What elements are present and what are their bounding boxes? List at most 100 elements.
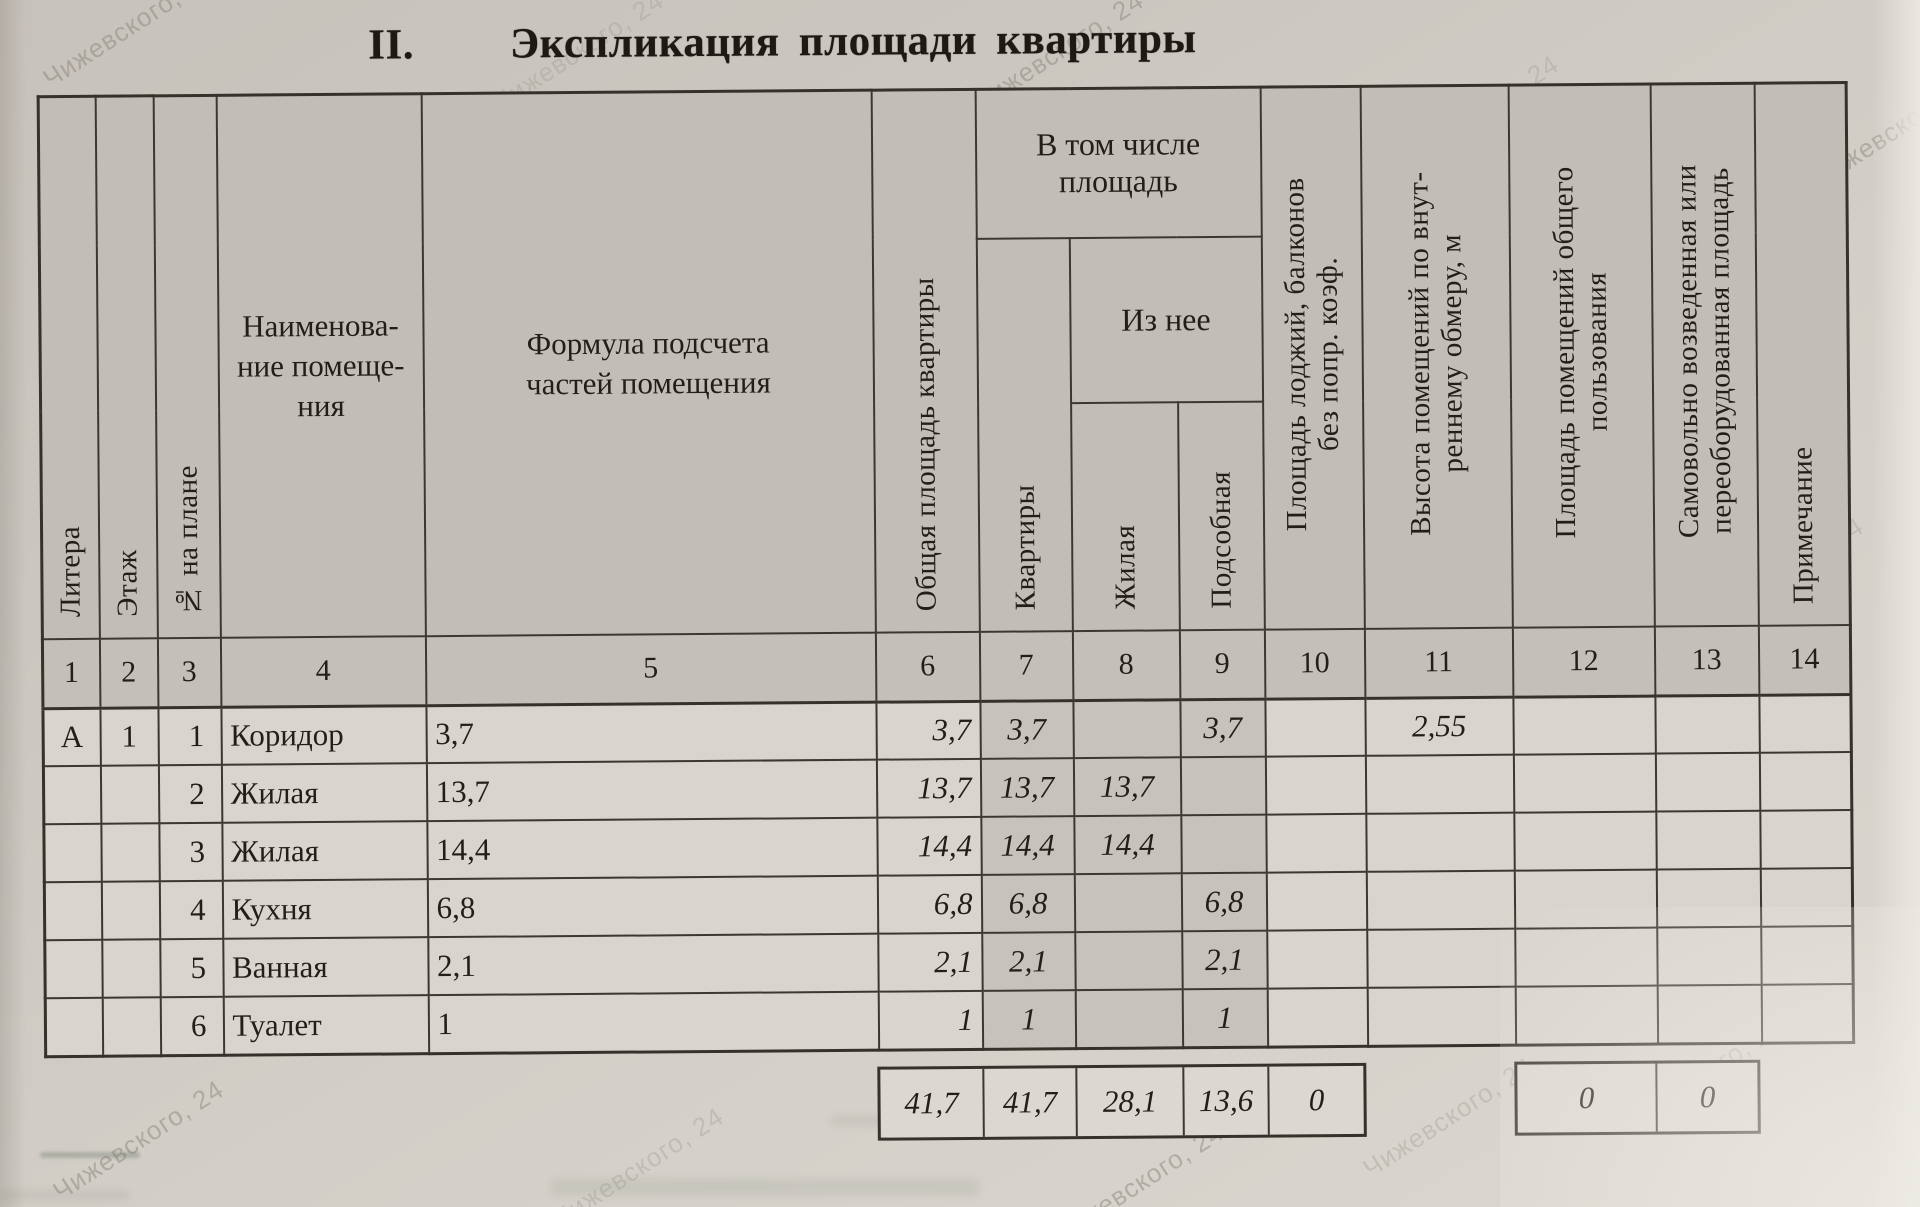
cell-litera: [44, 939, 103, 999]
cell-podsobnaya: [1180, 756, 1266, 816]
header-lodzhii-label: Площадь лоджий, балконов без попр. коэф.: [1278, 176, 1345, 532]
cell-kvartiry: 2,1: [981, 932, 1076, 991]
column-number: 13: [1654, 625, 1759, 696]
total-area: 41,7: [880, 1068, 985, 1138]
column-number: 2: [99, 637, 158, 708]
cell-total-area: 13,7: [876, 758, 981, 818]
header-lodzhii: Площадь лоджий, балконов без попр. коэф.: [1260, 86, 1365, 630]
cell-litera: [43, 765, 101, 825]
header-v-tom-chisle: В том числе площадь: [975, 87, 1262, 239]
cell-formula: 14,4: [426, 817, 878, 880]
cell-kvartiry: 1: [982, 990, 1076, 1049]
total-podsobnaya: 13,6: [1184, 1066, 1270, 1136]
cell-vysota: [1365, 812, 1515, 872]
cell-samovolno: [1654, 694, 1760, 754]
cell-vysota: [1366, 870, 1515, 930]
cell-kvartiry: 14,4: [980, 816, 1075, 875]
cell-plan-number: 6: [160, 996, 224, 1056]
cell-total-area: 6,8: [877, 874, 982, 934]
cell-lodzhii: [1266, 871, 1367, 931]
cell-obshchego: [1513, 753, 1656, 813]
cell-litera: [44, 881, 102, 941]
cell-podsobnaya: 1: [1182, 988, 1268, 1048]
cell-kvartiry: 13,7: [980, 758, 1074, 817]
header-podsobnaya: Подсобная: [1177, 401, 1265, 630]
bleed-through-mark: [0, 1190, 130, 1200]
page-title: Экспликация площади квартиры: [509, 15, 1197, 68]
column-number: 1: [42, 638, 100, 709]
cell-zhilaya: [1074, 873, 1182, 933]
header-obshchego-polzovaniya: Площадь помещений общего пользования: [1508, 84, 1655, 628]
cell-lodzhii: [1265, 813, 1367, 873]
header-etazh: Этаж: [95, 95, 158, 639]
cell-vysota: 2,55: [1364, 696, 1514, 756]
cell-room-name: Жилая: [221, 763, 427, 823]
left-edge-shadow: [0, 0, 26, 1207]
cell-plan-number: 1: [157, 706, 222, 766]
cell-plan-number: 4: [159, 880, 223, 940]
section-number: II.: [368, 21, 415, 69]
header-num-na-plane-label: № на плане: [171, 465, 205, 617]
cell-lodzhii: [1264, 697, 1366, 757]
cell-etazh: [101, 881, 160, 940]
column-number: 7: [979, 630, 1073, 701]
header-kvartiry-label: Квартиры: [1008, 484, 1042, 611]
column-number: 14: [1758, 624, 1851, 695]
bleed-through-mark: [40, 1152, 140, 1158]
cell-kvartiry: 6,8: [981, 874, 1075, 933]
totals-box-areas: 41,7 41,7 28,1 13,6 0: [877, 1062, 1367, 1141]
cell-room-name: Ванная: [222, 937, 429, 997]
cell-zhilaya: [1074, 931, 1183, 991]
cell-zhilaya: 14,4: [1073, 815, 1182, 875]
column-number: 5: [425, 632, 876, 706]
cell-etazh: [100, 765, 159, 824]
header-litera: Литера: [38, 96, 100, 639]
header-vysota: Высота помещений по внут- реннему обмеру…: [1360, 85, 1513, 629]
cell-lodzhii: [1265, 755, 1366, 815]
cell-formula: 1: [428, 991, 879, 1054]
cell-obshchego: [1513, 811, 1657, 871]
header-vysota-label: Высота помещений по внут- реннему обмеру…: [1402, 170, 1470, 536]
header-primechanie: Примечание: [1754, 82, 1851, 626]
cell-plan-number: 3: [158, 822, 223, 882]
bleed-through-mark: [550, 1178, 980, 1196]
column-number: 11: [1364, 627, 1513, 698]
cell-vysota: [1365, 754, 1514, 814]
cell-total-area: 2,1: [877, 932, 983, 992]
header-obshchaya-label: Общая площадь квартиры: [908, 276, 943, 611]
cell-kvartiry: 3,7: [979, 700, 1074, 759]
section-title: II. Экспликация площади квартиры: [368, 14, 1197, 70]
header-obshchego-label: Площадь помещений общего пользования: [1547, 165, 1614, 539]
column-number: 10: [1264, 628, 1365, 699]
cell-lodzhii: [1266, 929, 1368, 989]
header-kvartiry: Квартиры: [976, 237, 1073, 632]
cell-total-area: 3,7: [875, 700, 981, 760]
cell-room-name: Коридор: [220, 705, 427, 765]
cell-podsobnaya: 3,7: [1179, 698, 1266, 758]
header-num-na-plane: № на плане: [153, 95, 221, 638]
cell-zhilaya: [1072, 699, 1181, 759]
cell-zhilaya: [1075, 989, 1183, 1049]
header-etazh-label: Этаж: [111, 549, 145, 618]
header-zhilaya-label: Жилая: [1108, 524, 1142, 610]
header-formula: Формула подсчета частей помещения: [421, 90, 876, 636]
cell-samovolno: [1655, 810, 1761, 870]
cell-obshchego: [1512, 695, 1656, 755]
cell-primechanie: [1758, 694, 1852, 753]
header-obshchaya-ploshchad: Общая площадь квартиры: [871, 89, 980, 633]
cell-plan-number: 5: [159, 938, 224, 998]
cell-etazh: [101, 939, 161, 998]
cell-formula: 3,7: [425, 701, 877, 764]
cell-etazh: [102, 997, 161, 1056]
header-naimenovanie: Наименова- ние помеще- ния: [216, 93, 426, 638]
header-litera-label: Литера: [54, 526, 87, 618]
cell-formula: 13,7: [426, 759, 877, 822]
column-number: 8: [1072, 629, 1180, 701]
header-primechanie-label: Примечание: [1786, 445, 1820, 605]
header-podsobnaya-label: Подсобная: [1204, 470, 1238, 609]
cell-samovolno: [1655, 752, 1760, 812]
column-number: 4: [220, 635, 426, 707]
cell-vysota: [1366, 928, 1516, 988]
cell-formula: 2,1: [427, 933, 879, 996]
